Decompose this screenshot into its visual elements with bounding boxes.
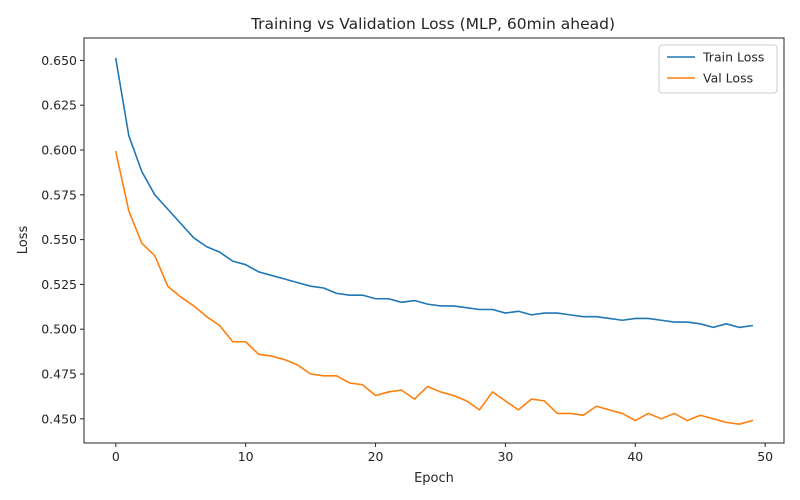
legend-val-label: Val Loss bbox=[703, 71, 753, 86]
chart-title: Training vs Validation Loss (MLP, 60min … bbox=[250, 15, 615, 33]
x-tick-label: 40 bbox=[627, 449, 643, 464]
legend-train-label: Train Loss bbox=[702, 50, 764, 65]
series-line-train-loss bbox=[114, 57, 754, 329]
plot-lines bbox=[114, 57, 754, 425]
y-tick-label: 0.525 bbox=[41, 277, 77, 292]
y-tick-label: 0.450 bbox=[41, 411, 77, 426]
y-tick-label: 0.575 bbox=[41, 187, 77, 202]
x-tick-label: 20 bbox=[368, 449, 384, 464]
y-tick-label: 0.650 bbox=[41, 53, 77, 68]
series-line-val-loss bbox=[114, 150, 754, 425]
x-tick-label: 10 bbox=[238, 449, 254, 464]
x-tick-label: 0 bbox=[112, 449, 120, 464]
x-tick-label: 30 bbox=[497, 449, 513, 464]
y-tick-label: 0.475 bbox=[41, 367, 77, 382]
x-axis-label: Epoch bbox=[414, 471, 454, 486]
legend: Train Loss Val Loss bbox=[658, 44, 778, 94]
plot-frame bbox=[83, 37, 785, 444]
x-tick-label: 50 bbox=[757, 449, 773, 464]
y-tick-label: 0.600 bbox=[41, 143, 77, 158]
y-tick-label: 0.550 bbox=[41, 232, 77, 247]
y-axis-label: Loss bbox=[16, 226, 31, 255]
y-tick-label: 0.625 bbox=[41, 98, 77, 113]
y-axis-ticks: 0.450 0.475 0.500 0.525 0.550 0.575 0.600 0.625… bbox=[41, 53, 84, 426]
x-axis-ticks: 0 10 20 30 40 50 bbox=[112, 443, 773, 464]
y-tick-label: 0.500 bbox=[41, 322, 77, 337]
